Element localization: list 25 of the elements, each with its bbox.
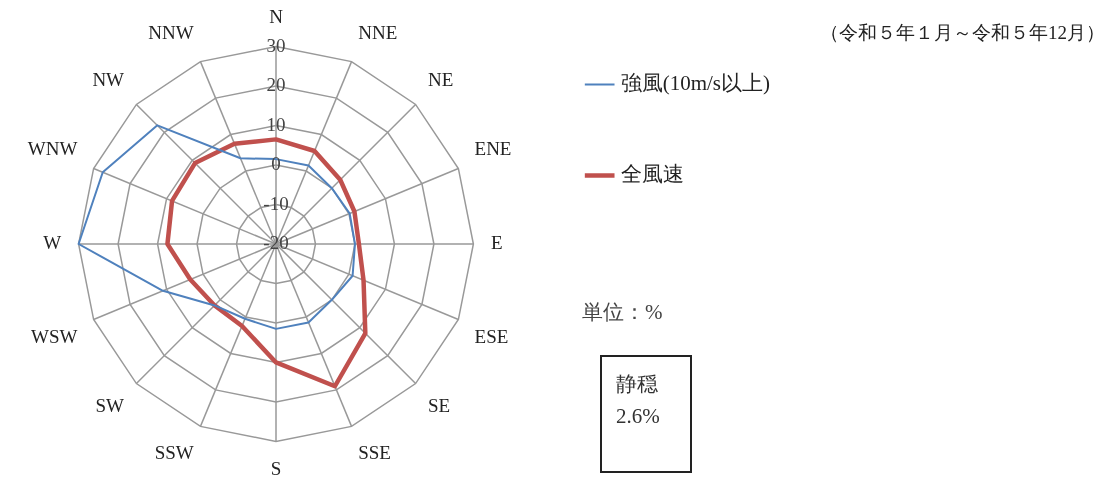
spoke-label: NNE (358, 22, 398, 44)
spoke-label: ENE (474, 138, 512, 160)
spoke-label: SE (427, 395, 451, 417)
y-tick-label: -10 (263, 192, 289, 214)
y-tick-label: 10 (266, 113, 286, 135)
spoke-label: SW (95, 395, 125, 417)
spoke-label: W (43, 231, 62, 253)
spoke-label: NNW (148, 22, 194, 44)
spoke-label: WSW (31, 325, 78, 347)
text: （令和５年１月～令和５年12月） (820, 21, 1105, 45)
spoke-label: WNW (27, 138, 78, 160)
spoke-label: E (490, 231, 503, 253)
legend-label: 全風速 (620, 162, 684, 187)
spoke-label: ESE (474, 325, 509, 347)
spoke-label: NW (92, 68, 125, 90)
legend-label: 強風(10m/s以上) (620, 71, 771, 96)
text: 静穏 2.6% (600, 355, 692, 473)
text: 単位：% (582, 299, 663, 326)
spoke-label: S (270, 458, 282, 480)
spoke-label: SSE (358, 441, 391, 463)
y-tick-label: 30 (266, 34, 286, 56)
y-tick-label: 20 (266, 74, 286, 96)
spoke-label: SSW (154, 441, 194, 463)
spoke-label: NE (427, 68, 454, 90)
spoke-label: N (269, 5, 284, 27)
